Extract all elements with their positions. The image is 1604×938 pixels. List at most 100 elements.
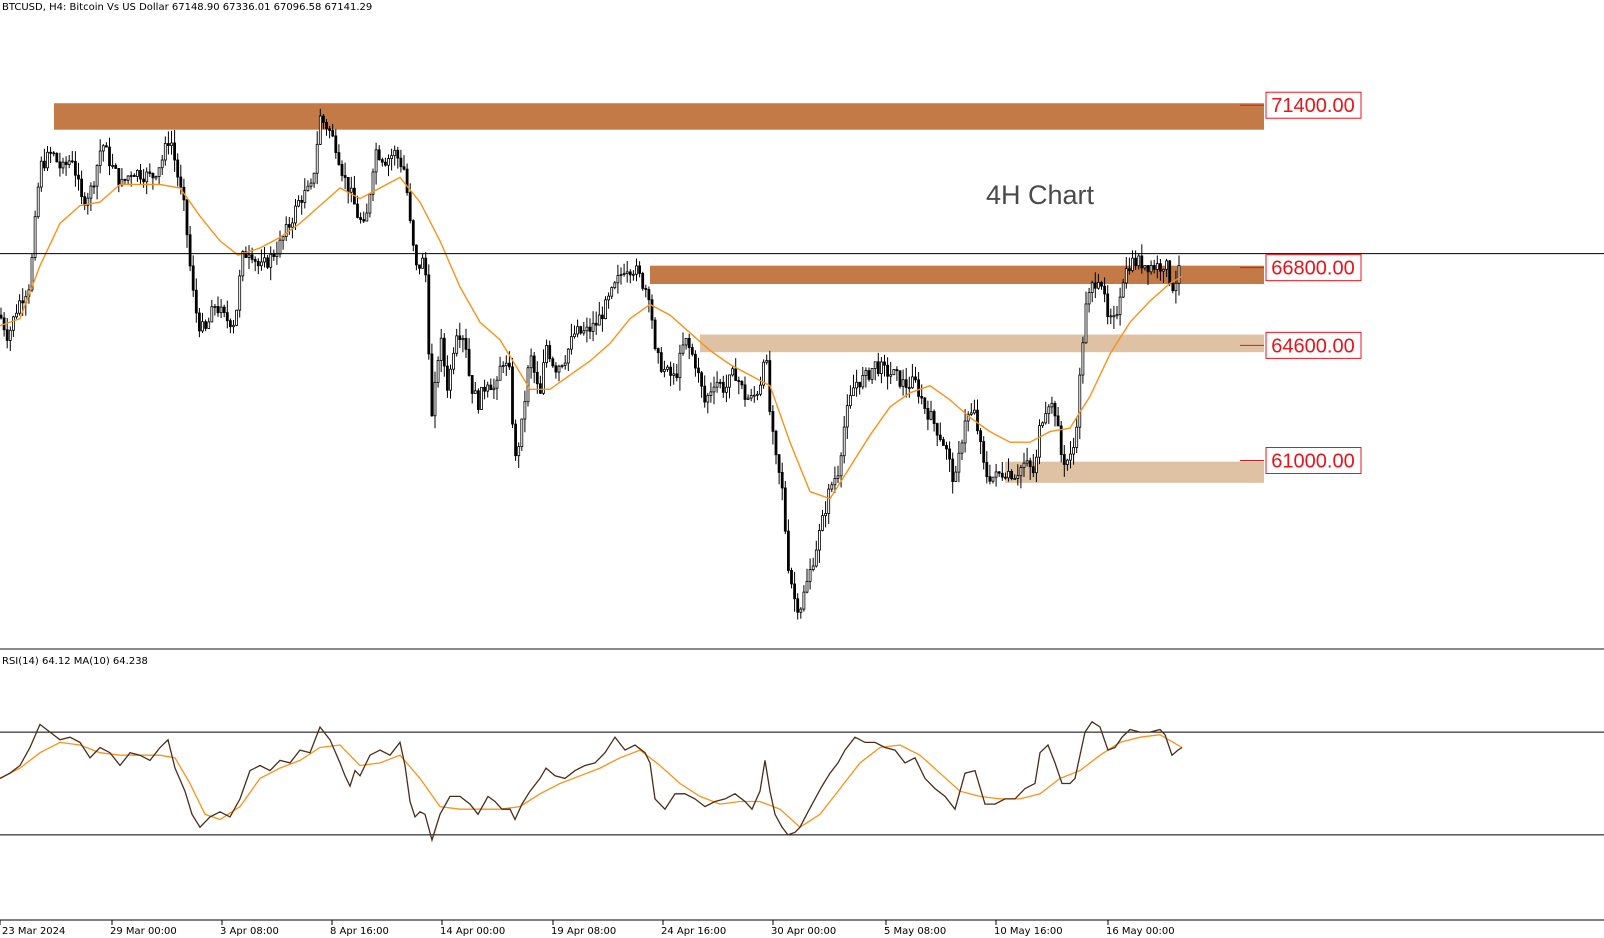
- candle-body: [821, 515, 824, 531]
- candle-body: [123, 178, 127, 181]
- candle-body: [86, 197, 90, 206]
- candle-body: [622, 273, 626, 275]
- candle-body: [573, 333, 576, 338]
- candle-body: [467, 348, 471, 376]
- candle-body: [759, 384, 762, 395]
- rsi-pane: RSI(14) 64.12 MA(10) 64.238: [0, 656, 1604, 843]
- candle-body: [5, 329, 9, 341]
- candle-body: [263, 257, 266, 263]
- candle-body: [179, 176, 183, 188]
- candle-body: [895, 369, 899, 372]
- candle-body: [213, 306, 217, 308]
- candle-body: [762, 361, 765, 386]
- candle-body: [604, 299, 607, 320]
- candle-body: [945, 445, 948, 450]
- candle-body: [948, 448, 951, 460]
- candle-body: [666, 366, 669, 370]
- candle-body: [1044, 413, 1048, 424]
- candle-body: [1028, 460, 1032, 468]
- candle-body: [1159, 263, 1162, 272]
- candle-body: [1118, 296, 1122, 316]
- candle-body: [616, 275, 620, 284]
- candle-body: [244, 251, 248, 258]
- rsi-line: [0, 720, 1183, 843]
- candle-body: [876, 361, 880, 374]
- zone-label-text: 66800.00: [1271, 258, 1354, 280]
- candle-body: [98, 150, 102, 166]
- candle-body: [855, 381, 858, 389]
- candle-body: [932, 411, 936, 424]
- candle-body: [442, 337, 446, 367]
- candle-body: [238, 275, 242, 311]
- candle-body: [1053, 402, 1057, 417]
- candle-body: [929, 411, 933, 420]
- candle-body: [498, 365, 502, 381]
- candle-body: [1007, 470, 1010, 479]
- candle-body: [483, 386, 487, 392]
- candle-body: [1152, 265, 1156, 270]
- candle-body: [728, 374, 731, 388]
- candle-body: [982, 441, 986, 463]
- candle-body: [780, 472, 784, 489]
- candle-body: [783, 487, 787, 532]
- x-tick-label: 24 Apr 16:00: [661, 926, 726, 937]
- candle-body: [808, 569, 812, 582]
- candle-body: [439, 337, 443, 361]
- candle-body: [337, 152, 341, 165]
- candle-body: [842, 426, 846, 457]
- candle-body: [111, 165, 114, 167]
- candle-body: [21, 300, 25, 304]
- candle-body: [917, 379, 920, 397]
- candle-body: [613, 282, 617, 289]
- zone-price-labels: 71400.00 66800.00 64600.00 61000.00: [1240, 91, 1362, 474]
- candle-body: [108, 146, 111, 167]
- candle-body: [383, 161, 387, 166]
- candle-body: [920, 395, 924, 399]
- candle-body: [588, 326, 592, 332]
- candle-body: [545, 345, 548, 364]
- candle-body: [684, 337, 688, 346]
- candle-body: [756, 393, 759, 396]
- candle-body: [845, 405, 849, 428]
- candle-body: [883, 361, 886, 366]
- candle-body: [532, 355, 536, 373]
- candle-body: [473, 390, 477, 394]
- candle-body: [1162, 268, 1165, 272]
- candle-body: [191, 265, 195, 291]
- candle-body: [390, 155, 394, 159]
- candle-body: [1081, 342, 1085, 376]
- candle-body: [973, 409, 976, 414]
- candle-body: [591, 322, 595, 332]
- candle-body: [1097, 282, 1100, 289]
- candle-body: [1090, 282, 1094, 294]
- candle-body: [1059, 425, 1063, 455]
- candle-body: [297, 199, 301, 207]
- candle-body: [554, 365, 558, 373]
- candle-body: [985, 461, 989, 478]
- candle-body: [969, 412, 973, 415]
- candle-body: [142, 178, 146, 183]
- candle-body: [455, 335, 459, 354]
- candle-body: [1062, 454, 1066, 465]
- candle-body: [675, 373, 679, 379]
- candle-body: [197, 312, 201, 332]
- zone-label-text: 61000.00: [1271, 450, 1354, 472]
- time-axis[interactable]: 23 Mar 2024 29 Mar 00:00 3 Apr 08:00 8 Apr …: [0, 920, 1175, 937]
- candle-body: [827, 488, 831, 514]
- candle-body: [284, 224, 288, 238]
- candle-body: [365, 212, 369, 222]
- chart-title: 4H Chart: [986, 180, 1095, 210]
- candle-body: [204, 321, 208, 329]
- candle-body: [672, 373, 676, 376]
- candle-body: [176, 159, 180, 178]
- candle-body: [77, 174, 80, 180]
- candle-body: [632, 273, 635, 276]
- candle-body: [833, 478, 837, 486]
- candle-body: [303, 190, 307, 203]
- candle-body: [1168, 260, 1172, 284]
- candle-body: [470, 375, 474, 394]
- candle-body: [1143, 265, 1147, 269]
- candle-body: [994, 471, 998, 478]
- candle-body: [1100, 282, 1103, 287]
- candle-body: [647, 289, 651, 301]
